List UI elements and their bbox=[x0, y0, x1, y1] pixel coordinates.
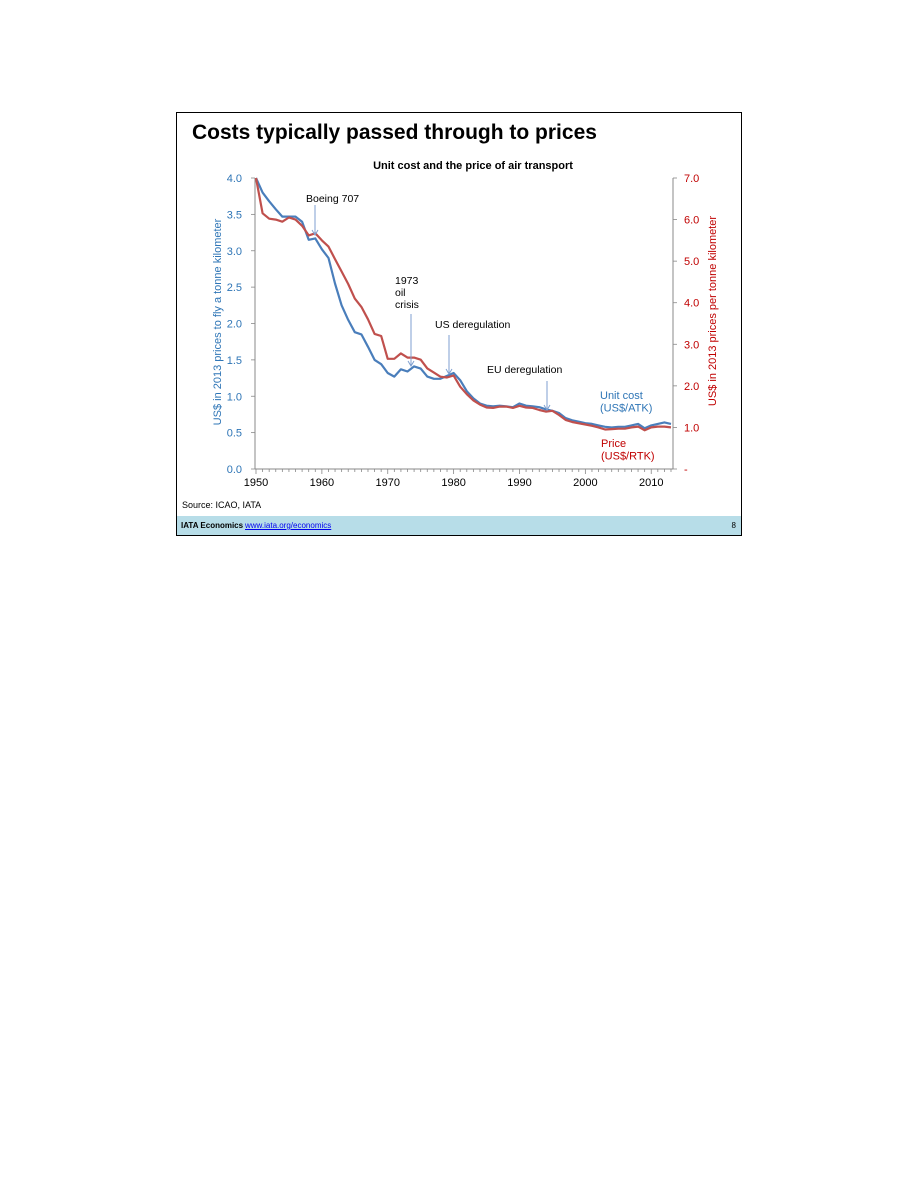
y-left-tick-label: 3.0 bbox=[227, 246, 242, 258]
x-tick-label: 1950 bbox=[244, 477, 268, 489]
annotation-text: 1973 bbox=[395, 275, 419, 287]
footer-organization: IATA Economics bbox=[181, 521, 244, 530]
y-right-tick-label: 6.0 bbox=[684, 215, 699, 227]
annotation-arrowhead bbox=[407, 360, 415, 367]
footer-bar: IATA Economics www.iata.org/economics 8 bbox=[177, 516, 741, 535]
annotation-text: US deregulation bbox=[435, 319, 510, 331]
slide: Costs typically passed through to prices… bbox=[176, 112, 742, 536]
x-tick-label: 1990 bbox=[507, 477, 531, 489]
y-left-tick-label: 1.0 bbox=[227, 391, 242, 403]
x-tick-label: 2010 bbox=[639, 477, 663, 489]
y-right-tick-label: 5.0 bbox=[684, 256, 699, 268]
price-series-label: (US$/RTK) bbox=[601, 451, 655, 463]
chart-series bbox=[254, 177, 672, 432]
unit-cost-series-label: Unit cost bbox=[600, 390, 643, 402]
annotation-text: Boeing 707 bbox=[306, 193, 359, 205]
y-left-tick-label: 2.5 bbox=[227, 282, 242, 294]
y-right-tick-label: 2.0 bbox=[684, 381, 699, 393]
y-right-tick-label: 7.0 bbox=[684, 173, 699, 185]
y-right-tick-label: - bbox=[684, 464, 688, 476]
source-note: Source: ICAO, IATA bbox=[182, 500, 262, 510]
price-series-label: Price bbox=[601, 438, 626, 450]
y-right-tick-label: 1.0 bbox=[684, 422, 699, 434]
annotation-arrowhead bbox=[445, 368, 453, 375]
y-left-tick-label: 3.5 bbox=[227, 209, 242, 221]
y-axis-left-label: US$ in 2013 prices to fly a tonne kilome… bbox=[212, 218, 224, 425]
annotation-arrowhead bbox=[311, 229, 319, 236]
chart-axes: 1950 1960 1970 1980 1990 2000 2010 0.0 0.5 1.0 1.5… bbox=[227, 173, 700, 489]
y-axis-right-label: US$ in 2013 prices per tonne kilometer bbox=[707, 216, 719, 406]
y-left-tick-label: 0.0 bbox=[227, 464, 242, 476]
price-line bbox=[254, 177, 672, 432]
x-tick-label: 2000 bbox=[573, 477, 597, 489]
slide-title: Costs typically passed through to prices bbox=[192, 121, 597, 144]
page-number: 8 bbox=[731, 521, 736, 530]
annotation-text: EU deregulation bbox=[487, 364, 562, 376]
chart-title: Unit cost and the price of air transport bbox=[373, 160, 573, 172]
annotation: US deregulation bbox=[435, 319, 510, 375]
x-tick-label: 1980 bbox=[441, 477, 465, 489]
line-chart: Unit cost and the price of air transport… bbox=[212, 160, 719, 489]
annotation: Boeing 707 bbox=[306, 193, 359, 236]
footer-website-link[interactable]: www.iata.org/economics bbox=[245, 521, 332, 530]
y-left-tick-label: 4.0 bbox=[227, 173, 242, 185]
annotation: EU deregulation bbox=[487, 364, 562, 411]
y-left-tick-label: 0.5 bbox=[227, 428, 242, 440]
annotation-text: oil bbox=[395, 287, 406, 299]
unit-cost-series-label: (US$/ATK) bbox=[600, 403, 652, 415]
x-tick-label: 1960 bbox=[310, 477, 334, 489]
unit-cost-line bbox=[254, 177, 672, 430]
y-right-tick-label: 3.0 bbox=[684, 339, 699, 351]
y-left-tick-label: 1.5 bbox=[227, 355, 242, 367]
annotation-arrowhead bbox=[543, 404, 551, 411]
y-left-tick-label: 2.0 bbox=[227, 319, 242, 331]
x-tick-label: 1970 bbox=[376, 477, 400, 489]
y-right-tick-label: 4.0 bbox=[684, 298, 699, 310]
series-labels: Unit cost(US$/ATK) Price(US$/RTK) bbox=[600, 390, 655, 463]
annotation-text: crisis bbox=[395, 299, 419, 311]
